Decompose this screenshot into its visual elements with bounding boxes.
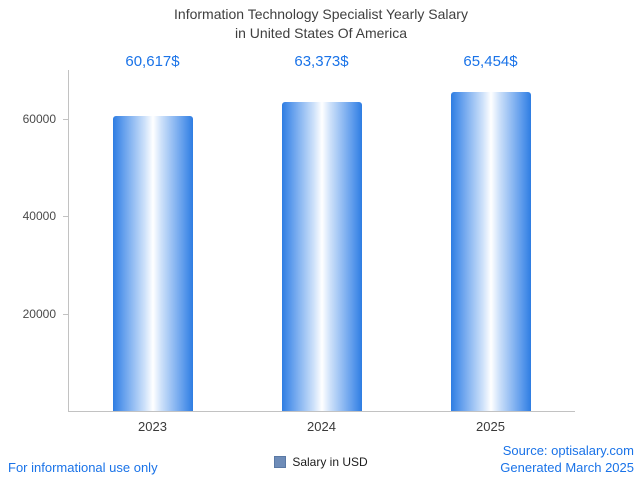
source-text: Source: optisalary.com bbox=[502, 443, 634, 459]
chart-title-line2: in United States Of America bbox=[235, 24, 407, 41]
chart-title: Information Technology Specialist Yearly… bbox=[0, 5, 642, 43]
y-axis-tick bbox=[63, 118, 68, 120]
bar-2023[interactable] bbox=[112, 115, 193, 411]
bar-2025[interactable] bbox=[450, 92, 531, 411]
bar-2024[interactable] bbox=[281, 102, 362, 411]
bar-value-label: 65,454$ bbox=[463, 53, 518, 70]
legend-item-salary-in-usd[interactable]: Salary in USD bbox=[0, 455, 642, 469]
y-axis-tick-label: 40000 bbox=[22, 209, 56, 224]
x-axis-line bbox=[68, 411, 575, 412]
bar-value-label: 63,373$ bbox=[294, 53, 349, 70]
x-axis-label-2023: 2023 bbox=[138, 419, 167, 434]
legend-swatch-icon bbox=[274, 456, 287, 468]
x-axis-label-2025: 2025 bbox=[476, 419, 505, 434]
disclaimer-text: For informational use only bbox=[8, 460, 158, 475]
y-axis-tick-label: 20000 bbox=[22, 306, 56, 321]
source-info: Source: optisalary.com Generated March 2… bbox=[500, 443, 634, 477]
y-axis-line bbox=[68, 70, 69, 411]
bar-value-label: 60,617$ bbox=[125, 53, 180, 70]
y-axis-tick bbox=[63, 216, 68, 218]
x-axis-label-2024: 2024 bbox=[307, 419, 336, 434]
y-axis-tick-label: 60000 bbox=[22, 111, 56, 126]
y-axis-tick bbox=[63, 313, 68, 315]
generated-text: Generated March 2025 bbox=[500, 460, 634, 476]
legend-label: Salary in USD bbox=[292, 455, 368, 469]
chart-title-line1: Information Technology Specialist Yearly… bbox=[174, 6, 468, 22]
